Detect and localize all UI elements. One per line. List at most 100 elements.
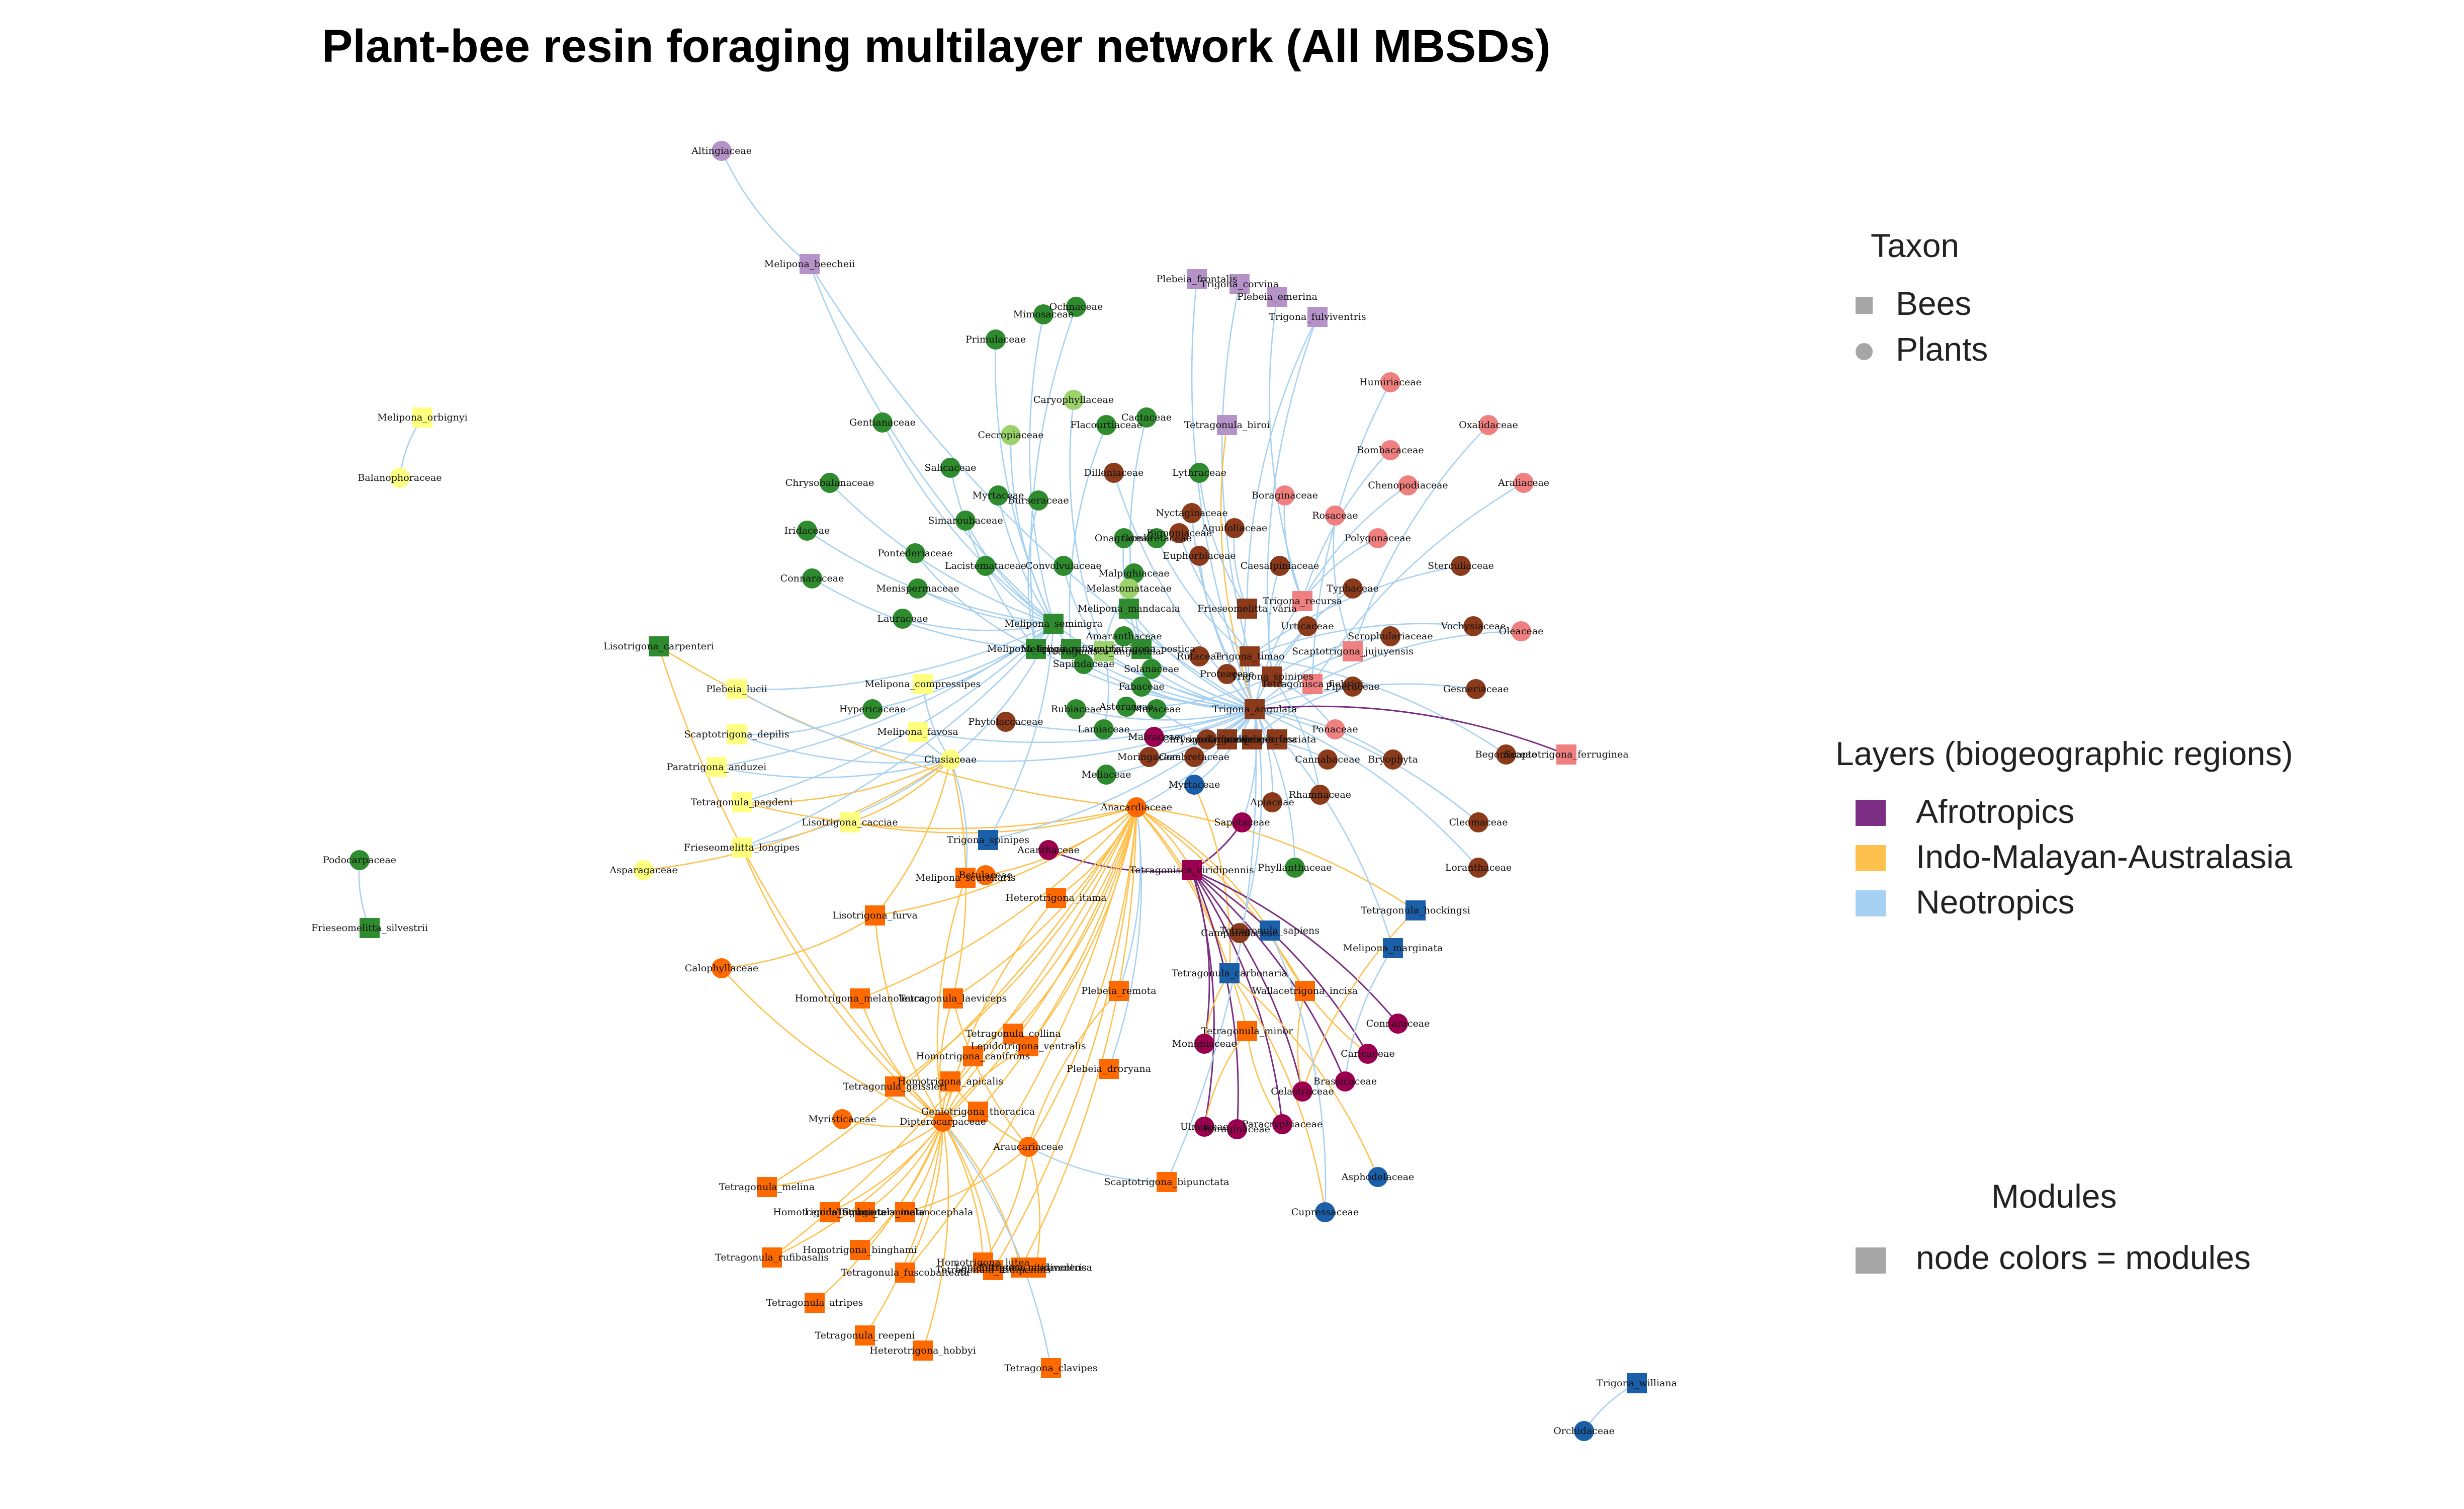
plant-node bbox=[908, 578, 928, 599]
bee-node bbox=[1182, 860, 1202, 880]
network-edge bbox=[716, 759, 951, 779]
plant-node bbox=[1189, 646, 1209, 666]
network-edge bbox=[874, 915, 944, 1122]
node-label: Oleaceae bbox=[1499, 626, 1544, 637]
node-label: Paratrigona_anduzei bbox=[667, 762, 766, 773]
node-label: Lauraceae bbox=[877, 613, 928, 624]
bee-node bbox=[649, 636, 669, 656]
network-edge bbox=[658, 646, 943, 1122]
legend-plants-label: Plants bbox=[1896, 330, 1988, 368]
bee-node bbox=[1302, 674, 1323, 694]
node-label: Melipona_marginata bbox=[1343, 943, 1443, 954]
network-edge bbox=[1269, 296, 1303, 602]
plant-node bbox=[996, 712, 1016, 732]
network-edge bbox=[1027, 990, 1119, 1147]
plant-node bbox=[1285, 858, 1305, 878]
node-label: Apiaceae bbox=[1250, 797, 1294, 808]
bee-node bbox=[1094, 641, 1114, 661]
node-label: Lisotrigona_furva bbox=[832, 910, 918, 921]
node-label: Tetragonula_collina bbox=[965, 1028, 1061, 1039]
plant-node bbox=[1388, 1014, 1408, 1034]
node-label: Balanophoraceae bbox=[358, 472, 442, 483]
bee-node bbox=[805, 1293, 825, 1313]
network-edge bbox=[1241, 709, 1258, 823]
node-label: Calophyllaceae bbox=[685, 963, 758, 974]
network-edge bbox=[1312, 630, 1522, 685]
plant-node bbox=[1018, 1137, 1038, 1157]
plant-node bbox=[1197, 729, 1217, 749]
bee-node bbox=[963, 1046, 983, 1066]
node-label: Begoniaceae bbox=[1475, 749, 1537, 760]
node-label: Plebeia_remota bbox=[1081, 985, 1156, 996]
plant-node bbox=[1275, 485, 1295, 506]
node-label: Trigona_recursa bbox=[1263, 596, 1342, 607]
network-edge bbox=[1154, 708, 1255, 738]
node-label: Moringaceae bbox=[1117, 751, 1181, 763]
bee-node bbox=[1343, 641, 1363, 661]
network-edge bbox=[864, 1121, 944, 1213]
node-label: Tetragonula_laeviceps bbox=[899, 993, 1007, 1004]
node-label: Bignoniaceae bbox=[1147, 528, 1212, 539]
network-edge bbox=[1136, 806, 1416, 911]
node-label: Burseraceae bbox=[1008, 495, 1069, 506]
plant-node bbox=[1229, 923, 1250, 943]
legend-layers-title: Layers (biogeographic regions) bbox=[1835, 735, 2293, 772]
plant-node bbox=[1141, 659, 1162, 679]
node-label: Myrtaceae bbox=[973, 490, 1024, 501]
node-label: Iridaceae bbox=[784, 525, 830, 536]
node-label: Phyllanthaceae bbox=[1258, 862, 1332, 873]
node-label: Plebeia_lucii bbox=[706, 684, 767, 695]
network-edge bbox=[643, 759, 951, 871]
network-edge bbox=[1027, 1146, 1041, 1268]
node-label: Malpighiaceae bbox=[1098, 568, 1169, 579]
node-label: Piperaceae bbox=[1326, 681, 1379, 692]
node-label: Boraginaceae bbox=[1252, 490, 1318, 501]
network-edge bbox=[741, 623, 1054, 849]
network-edge bbox=[1254, 709, 1273, 803]
network-edge bbox=[1108, 807, 1142, 1069]
node-label: Humiriaceae bbox=[1359, 377, 1422, 388]
node-label: Orchidaceae bbox=[1553, 1426, 1615, 1437]
bee-node bbox=[800, 254, 820, 274]
node-label: Plebeia_fasciata bbox=[1238, 734, 1316, 745]
bee-node bbox=[1556, 744, 1576, 765]
node-label: Bombacaceae bbox=[1357, 445, 1424, 456]
network-edge bbox=[859, 1121, 944, 1250]
node-label: Cannabaceae bbox=[1295, 754, 1360, 765]
network-edge bbox=[829, 482, 1054, 625]
node-label: Rhamnaceae bbox=[1289, 789, 1351, 800]
legend-neotropics-label: Neotropics bbox=[1916, 883, 2075, 920]
node-label: Tetragonula_rufibasalis bbox=[715, 1252, 829, 1263]
node-label: Amaranthaceae bbox=[1085, 631, 1162, 642]
node-label: Betulaceae bbox=[959, 870, 1013, 881]
plant-node bbox=[1114, 528, 1134, 548]
legend-taxon-title: Taxon bbox=[1871, 227, 1960, 264]
network-edge bbox=[864, 1121, 944, 1336]
network-edge bbox=[1271, 676, 1321, 795]
plant-node bbox=[1368, 528, 1388, 548]
node-label: Frieseomelitta_varia bbox=[1197, 603, 1297, 614]
node-label: Ulmaceae bbox=[1180, 1121, 1228, 1132]
bee-node bbox=[908, 722, 928, 742]
plant-node bbox=[1380, 440, 1400, 460]
network-edge bbox=[1228, 973, 1326, 1213]
legend-modules-label: node colors = modules bbox=[1916, 1239, 2251, 1276]
network-edge bbox=[1246, 1031, 1283, 1125]
bee-node bbox=[732, 837, 752, 858]
plant-node bbox=[390, 468, 410, 488]
plant-node bbox=[1317, 749, 1338, 770]
network-edge bbox=[771, 1121, 944, 1259]
bee-node bbox=[913, 674, 933, 694]
plant-node bbox=[1325, 506, 1345, 526]
node-label: Tetragonula_minor bbox=[1201, 1026, 1293, 1037]
node-label: Sapindaceae bbox=[1053, 658, 1115, 669]
plant-node bbox=[1325, 719, 1345, 739]
node-label: Urticaceae bbox=[1281, 621, 1334, 632]
node-label: Lepidotrigona_ventralis bbox=[971, 1041, 1086, 1052]
node-label: Scaptotrigona_postica bbox=[1088, 643, 1196, 654]
node-label: Caricaceae bbox=[1341, 1048, 1394, 1059]
plant-node bbox=[820, 473, 840, 493]
node-label: Melipona_seminigra bbox=[1004, 618, 1103, 629]
network-nodes bbox=[349, 141, 1647, 1441]
plant-node bbox=[988, 485, 1008, 506]
